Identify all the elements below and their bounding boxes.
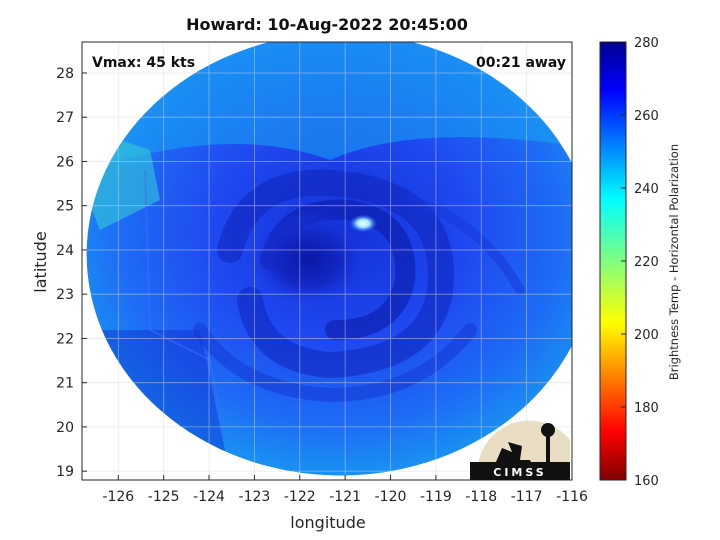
y-tick-label: 23 (56, 287, 74, 303)
time-away-annotation: 00:21 away (476, 55, 566, 71)
x-axis-label: longitude (290, 513, 365, 532)
x-tick-label: -117 (511, 489, 543, 505)
x-tick-label: -122 (284, 489, 316, 505)
y-tick-label: 24 (56, 243, 74, 259)
y-tick-label: 22 (56, 331, 74, 347)
x-axis-ticks: -126 -125 -124 -123 -122 -121 -120 -119 -118 -117… (102, 475, 588, 505)
colorbar-tick-label: 180 (634, 401, 659, 416)
x-tick-label: -120 (375, 489, 407, 505)
colorbar-tick-label: 200 (634, 328, 659, 343)
colorbar-tick-label: 240 (634, 182, 659, 197)
y-tick-label: 26 (56, 154, 74, 170)
y-tick-label: 27 (56, 110, 74, 126)
colorbar-tick-label: 220 (634, 255, 659, 270)
map-grid (82, 42, 573, 480)
microwave-imagery (86, 42, 572, 476)
colorbar-tick-label: 260 (634, 109, 659, 124)
x-tick-label: -126 (102, 489, 134, 505)
y-tick-label: 21 (56, 376, 74, 392)
colorbar: 160 180 200 220 240 260 280 Brightness Temp - … (599, 36, 681, 489)
x-tick-label: -123 (239, 489, 271, 505)
cimss-logo: CIMSS (470, 420, 570, 480)
vmax-annotation: Vmax: 45 kts (92, 55, 195, 71)
x-tick-label: -116 (556, 489, 588, 505)
colorbar-tick-label: 160 (634, 474, 659, 489)
y-axis-ticks: 19 20 21 22 23 24 25 26 27 28 (56, 66, 87, 480)
colorbar-ticks: 160 180 200 220 240 260 280 (621, 36, 659, 489)
storm-core (248, 210, 369, 307)
y-tick-label: 19 (56, 464, 74, 480)
colorbar-label: Brightness Temp - Horizontal Polarizatio… (667, 144, 681, 380)
x-tick-label: -124 (193, 489, 225, 505)
x-tick-label: -119 (420, 489, 452, 505)
y-tick-label: 28 (56, 66, 74, 82)
y-axis-label: latitude (31, 231, 50, 292)
y-tick-label: 20 (56, 420, 74, 436)
plot-frame (81, 41, 573, 481)
y-tick-label: 25 (56, 199, 74, 215)
colorbar-tick-label: 280 (634, 36, 659, 51)
logo-text: CIMSS (493, 466, 546, 479)
map-title: Howard: 10-Aug-2022 20:45:00 (186, 15, 468, 34)
x-tick-label: -121 (329, 489, 361, 505)
x-tick-label: -125 (148, 489, 180, 505)
x-tick-label: -118 (465, 489, 497, 505)
warm-hotspot (349, 214, 378, 233)
